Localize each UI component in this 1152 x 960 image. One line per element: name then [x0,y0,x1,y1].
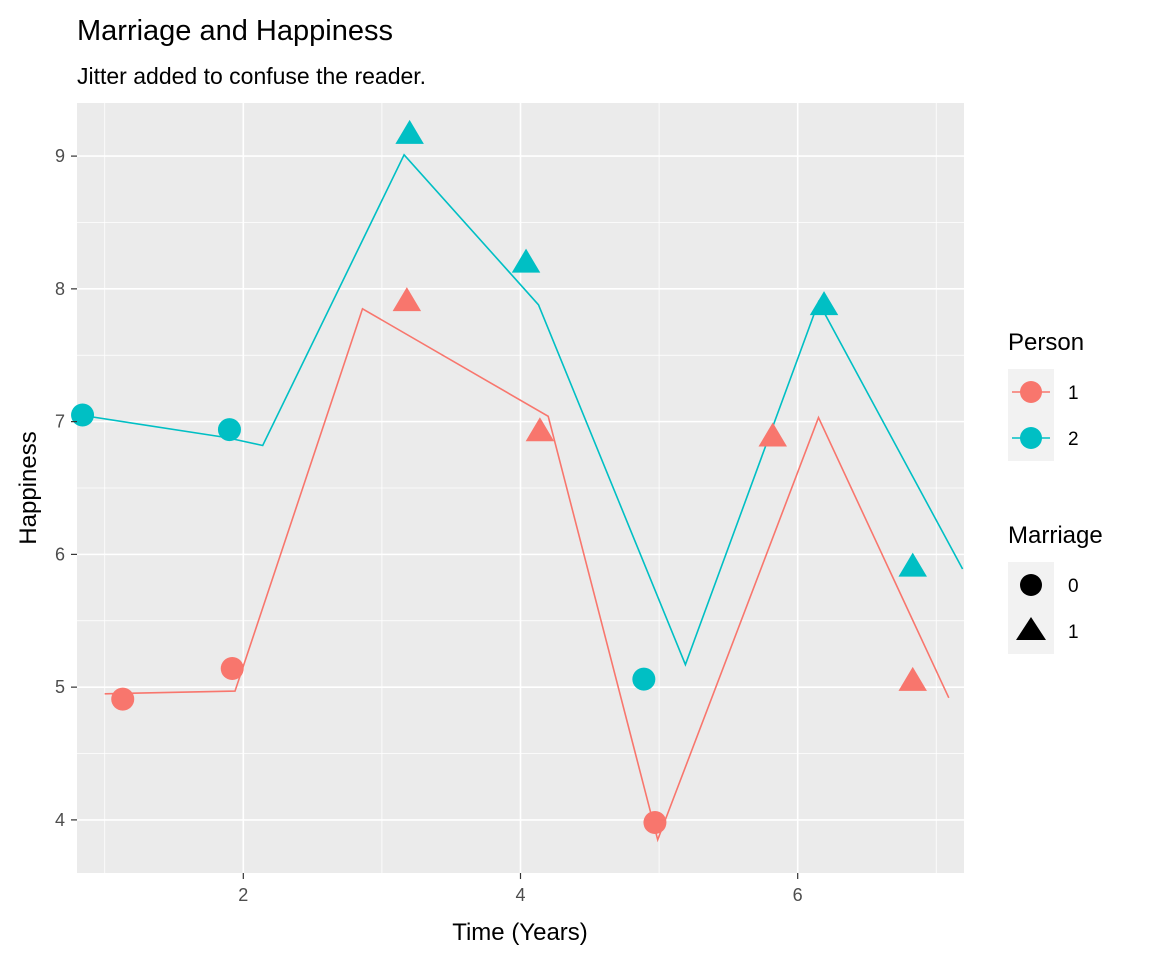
legend-person-key-1: 1 [1012,381,1079,404]
y-tick-label: 8 [55,279,65,299]
y-tick-label: 7 [55,412,65,432]
legend-person-key-2-dot [1020,427,1042,449]
point-circle-person-1 [220,657,244,681]
point-triangle-person-2 [395,119,424,144]
y-tick-label: 6 [55,544,65,564]
point-circle-person-1 [111,687,135,711]
point-triangle-person-1 [758,422,787,447]
chart-subtitle: Jitter added to confuse the reader. [77,63,426,89]
x-tick-label: 2 [238,885,248,905]
x-axis: 2 4 6 [238,873,803,905]
point-triangle-person-2 [898,552,927,577]
point-triangle-person-1 [898,666,927,691]
legend-marriage-key-1-triangle [1016,617,1046,640]
y-tick-label: 4 [55,810,65,830]
legend-person-title: Person [1008,329,1084,356]
legend-marriage-title: Marriage [1008,522,1103,549]
series-line-person-1 [104,307,950,843]
legend-person-key-2: 2 [1012,427,1079,450]
x-tick-label: 4 [515,885,525,905]
chart-title: Marriage and Happiness [77,15,393,47]
x-tick-label: 6 [793,885,803,905]
point-circle-person-2 [71,403,95,427]
point-triangle-person-1 [392,287,422,312]
legend-marriage-key-1: 1 [1016,617,1079,643]
point-circle-person-2 [217,418,241,442]
legend-marriage-key-0: 0 [1020,574,1079,597]
point-circle-person-2 [632,667,656,691]
y-axis: 4 5 6 7 8 9 [55,146,77,830]
legend-marriage-label-0: 0 [1068,576,1079,597]
point-triangle-person-2 [511,248,541,273]
legend-person-label-2: 2 [1068,429,1079,450]
y-tick-label: 9 [55,146,65,166]
point-triangle-person-1 [525,417,555,442]
legend-person-label-1: 1 [1068,383,1079,404]
legend-marriage-key-0-circle [1020,574,1042,596]
legend-person-key-1-dot [1020,381,1042,403]
legend-marriage-label-1: 1 [1068,622,1079,643]
y-tick-label: 5 [55,677,65,697]
y-axis-title: Happiness [15,431,42,544]
x-axis-title: Time (Years) [452,919,588,946]
legend-marriage: Marriage 0 1 [1008,522,1103,654]
data-points [71,119,927,835]
point-triangle-person-2 [809,291,839,316]
legend-person: Person 1 2 [1008,329,1084,461]
point-circle-person-1 [643,811,667,835]
